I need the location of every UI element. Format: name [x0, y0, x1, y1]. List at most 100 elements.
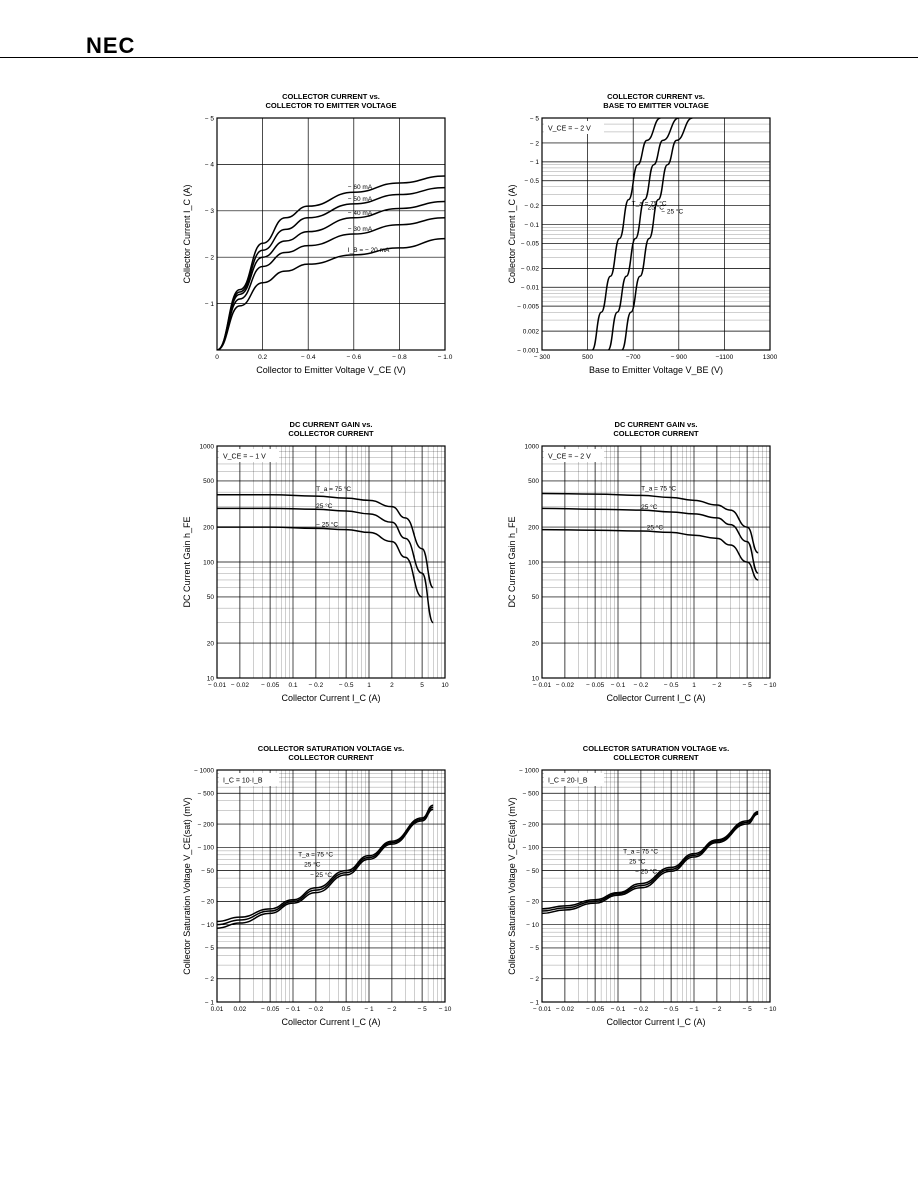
series-line — [542, 813, 759, 915]
x-tick-label: − 0.2 — [634, 1006, 649, 1013]
y-tick-label: − 3 — [205, 208, 215, 215]
y-tick-label: − 0.01 — [521, 285, 540, 292]
annotation-bg — [219, 449, 279, 462]
series-line — [217, 806, 434, 926]
x-tick-label: − 5 — [418, 1006, 428, 1013]
series-line — [542, 528, 759, 581]
series-label: − 50 mA — [348, 196, 373, 203]
chart-svg: COLLECTOR SATURATION VOLTAGE vs.COLLECTO… — [507, 744, 777, 1027]
x-axis-label: Base to Emitter Voltage V_BE (V) — [589, 365, 723, 375]
y-tick-label: − 20 — [526, 899, 539, 906]
y-tick-label: − 100 — [523, 845, 540, 852]
chart-title-line: COLLECTOR CURRENT vs. — [607, 92, 705, 101]
y-tick-label: − 0.05 — [521, 241, 540, 248]
x-tick-label: − 10 — [439, 1006, 452, 1013]
series-line — [217, 237, 445, 350]
series-line — [542, 812, 759, 912]
x-tick-label: − 0.5 — [664, 682, 679, 689]
series-line — [542, 507, 759, 574]
series-line — [621, 118, 693, 350]
y-tick-label: − 0.5 — [524, 178, 539, 185]
chart-title-line: COLLECTOR SATURATION VOLTAGE vs. — [583, 744, 729, 753]
y-axis-label: DC Current Gain h_FE — [507, 516, 517, 607]
series-line — [217, 200, 445, 350]
x-tick-label: 0.2 — [258, 354, 267, 361]
y-tick-label: − 0.1 — [524, 222, 539, 229]
series-line — [217, 175, 445, 350]
series-line — [607, 118, 680, 350]
chart-panel-ic-vs-vbe: COLLECTOR CURRENT vs. BASE TO EMITTER VOL… — [495, 90, 785, 390]
series-line — [217, 804, 434, 923]
x-tick-label: −700 — [626, 354, 641, 361]
x-tick-label: − 0.05 — [261, 682, 280, 689]
y-tick-label: 200 — [528, 524, 539, 531]
chart-panel-ic-vs-vce: COLLECTOR CURRENT vs. COLLECTOR TO EMITTE… — [170, 90, 460, 390]
y-tick-label: 10 — [207, 675, 215, 682]
x-tick-label: − 1 — [364, 1006, 374, 1013]
y-tick-label: − 200 — [198, 821, 215, 828]
chart-title-line: COLLECTOR CURRENT vs. — [282, 92, 380, 101]
x-tick-label: − 10 — [764, 682, 777, 689]
series-label: I_B = − 20 mA — [348, 247, 390, 254]
chart-svg: COLLECTOR CURRENT vs.COLLECTOR TO EMITTE… — [182, 92, 453, 375]
x-tick-label: − 0.4 — [301, 354, 316, 361]
series-label: − 25 °C — [316, 521, 338, 529]
x-tick-label: − 0.1 — [611, 682, 626, 689]
y-tick-label: − 5 — [205, 115, 215, 122]
y-tick-label: − 500 — [523, 791, 540, 798]
x-tick-label: − 0.5 — [339, 682, 354, 689]
chart-title-line: COLLECTOR CURRENT — [613, 429, 699, 438]
chart-panel-hfe-vce-2v: DC CURRENT GAIN vs. COLLECTOR CURRENT − 0.… — [495, 418, 785, 718]
chart-title-line: DC CURRENT GAIN vs. — [290, 420, 373, 429]
series-line — [542, 810, 759, 910]
x-tick-label: 1 — [692, 682, 696, 689]
y-tick-label: 20 — [207, 640, 215, 647]
y-axis-label: Collector Current I_C (A) — [507, 184, 517, 283]
x-axis-label: Collector Current I_C (A) — [281, 693, 380, 703]
series-line — [217, 494, 434, 589]
y-tick-label: − 1 — [205, 999, 215, 1006]
chart-svg: DC CURRENT GAIN vs.COLLECTOR CURRENT − 0.… — [182, 420, 449, 703]
y-tick-label: − 10 — [201, 922, 214, 929]
x-tick-label: − 0.2 — [309, 682, 324, 689]
x-tick-label: 0.02 — [234, 1006, 247, 1013]
series-label: T_a = 75 °C — [316, 485, 351, 493]
series-line — [591, 118, 661, 350]
chart-svg: COLLECTOR CURRENT vs.BASE TO EMITTER VOL… — [507, 92, 778, 375]
y-tick-label: 100 — [528, 559, 539, 566]
chart-panel-vcesat-20ib: COLLECTOR SATURATION VOLTAGE vs. COLLECTO… — [495, 742, 785, 1042]
test-condition-label: I_C = 10·I_B — [223, 778, 263, 785]
series-label: T_a = 75 °C — [632, 200, 667, 208]
series-label: T_a = 75 °C — [623, 847, 658, 855]
series-label: − 30 mA — [348, 226, 373, 233]
y-tick-label: − 1000 — [519, 767, 539, 774]
y-tick-label: − 2 — [205, 976, 215, 983]
chart-title-line: BASE TO EMITTER VOLTAGE — [603, 101, 708, 110]
plot-frame — [216, 117, 446, 351]
x-tick-label: 0 — [215, 354, 219, 361]
x-tick-label: − 0.2 — [634, 682, 649, 689]
x-tick-label: − 0.05 — [586, 682, 605, 689]
test-condition-label: V_CE = − 2 V — [548, 454, 591, 461]
chart-panel-vcesat-10ib: COLLECTOR SATURATION VOLTAGE vs. COLLECTO… — [170, 742, 460, 1042]
series-label: − 60 mA — [348, 184, 373, 191]
annotation-bg — [219, 773, 279, 786]
chart-title-line: COLLECTOR SATURATION VOLTAGE vs. — [258, 744, 404, 753]
x-tick-label: 5 — [420, 682, 424, 689]
y-tick-label: 100 — [203, 559, 214, 566]
series-label: 25 °C — [304, 861, 321, 869]
y-tick-label: 500 — [528, 478, 539, 485]
y-tick-label: − 50 — [526, 868, 539, 875]
y-tick-label: − 5 — [530, 945, 540, 952]
x-axis-label: Collector Current I_C (A) — [606, 1017, 705, 1027]
y-tick-label: 1000 — [200, 443, 215, 450]
y-tick-label: 50 — [207, 594, 215, 601]
x-axis-label: Collector Current I_C (A) — [606, 693, 705, 703]
chart-title-line: COLLECTOR CURRENT — [288, 753, 374, 762]
plot-frame — [216, 769, 446, 1003]
x-tick-label: − 0.2 — [309, 1006, 324, 1013]
y-tick-label: 50 — [532, 594, 540, 601]
y-axis-label: Collector Saturation Voltage V_CE(sat) (… — [182, 797, 192, 975]
x-axis-label: Collector to Emitter Voltage V_CE (V) — [256, 365, 406, 375]
chart-svg: DC CURRENT GAIN vs.COLLECTOR CURRENT − 0.… — [507, 420, 777, 703]
